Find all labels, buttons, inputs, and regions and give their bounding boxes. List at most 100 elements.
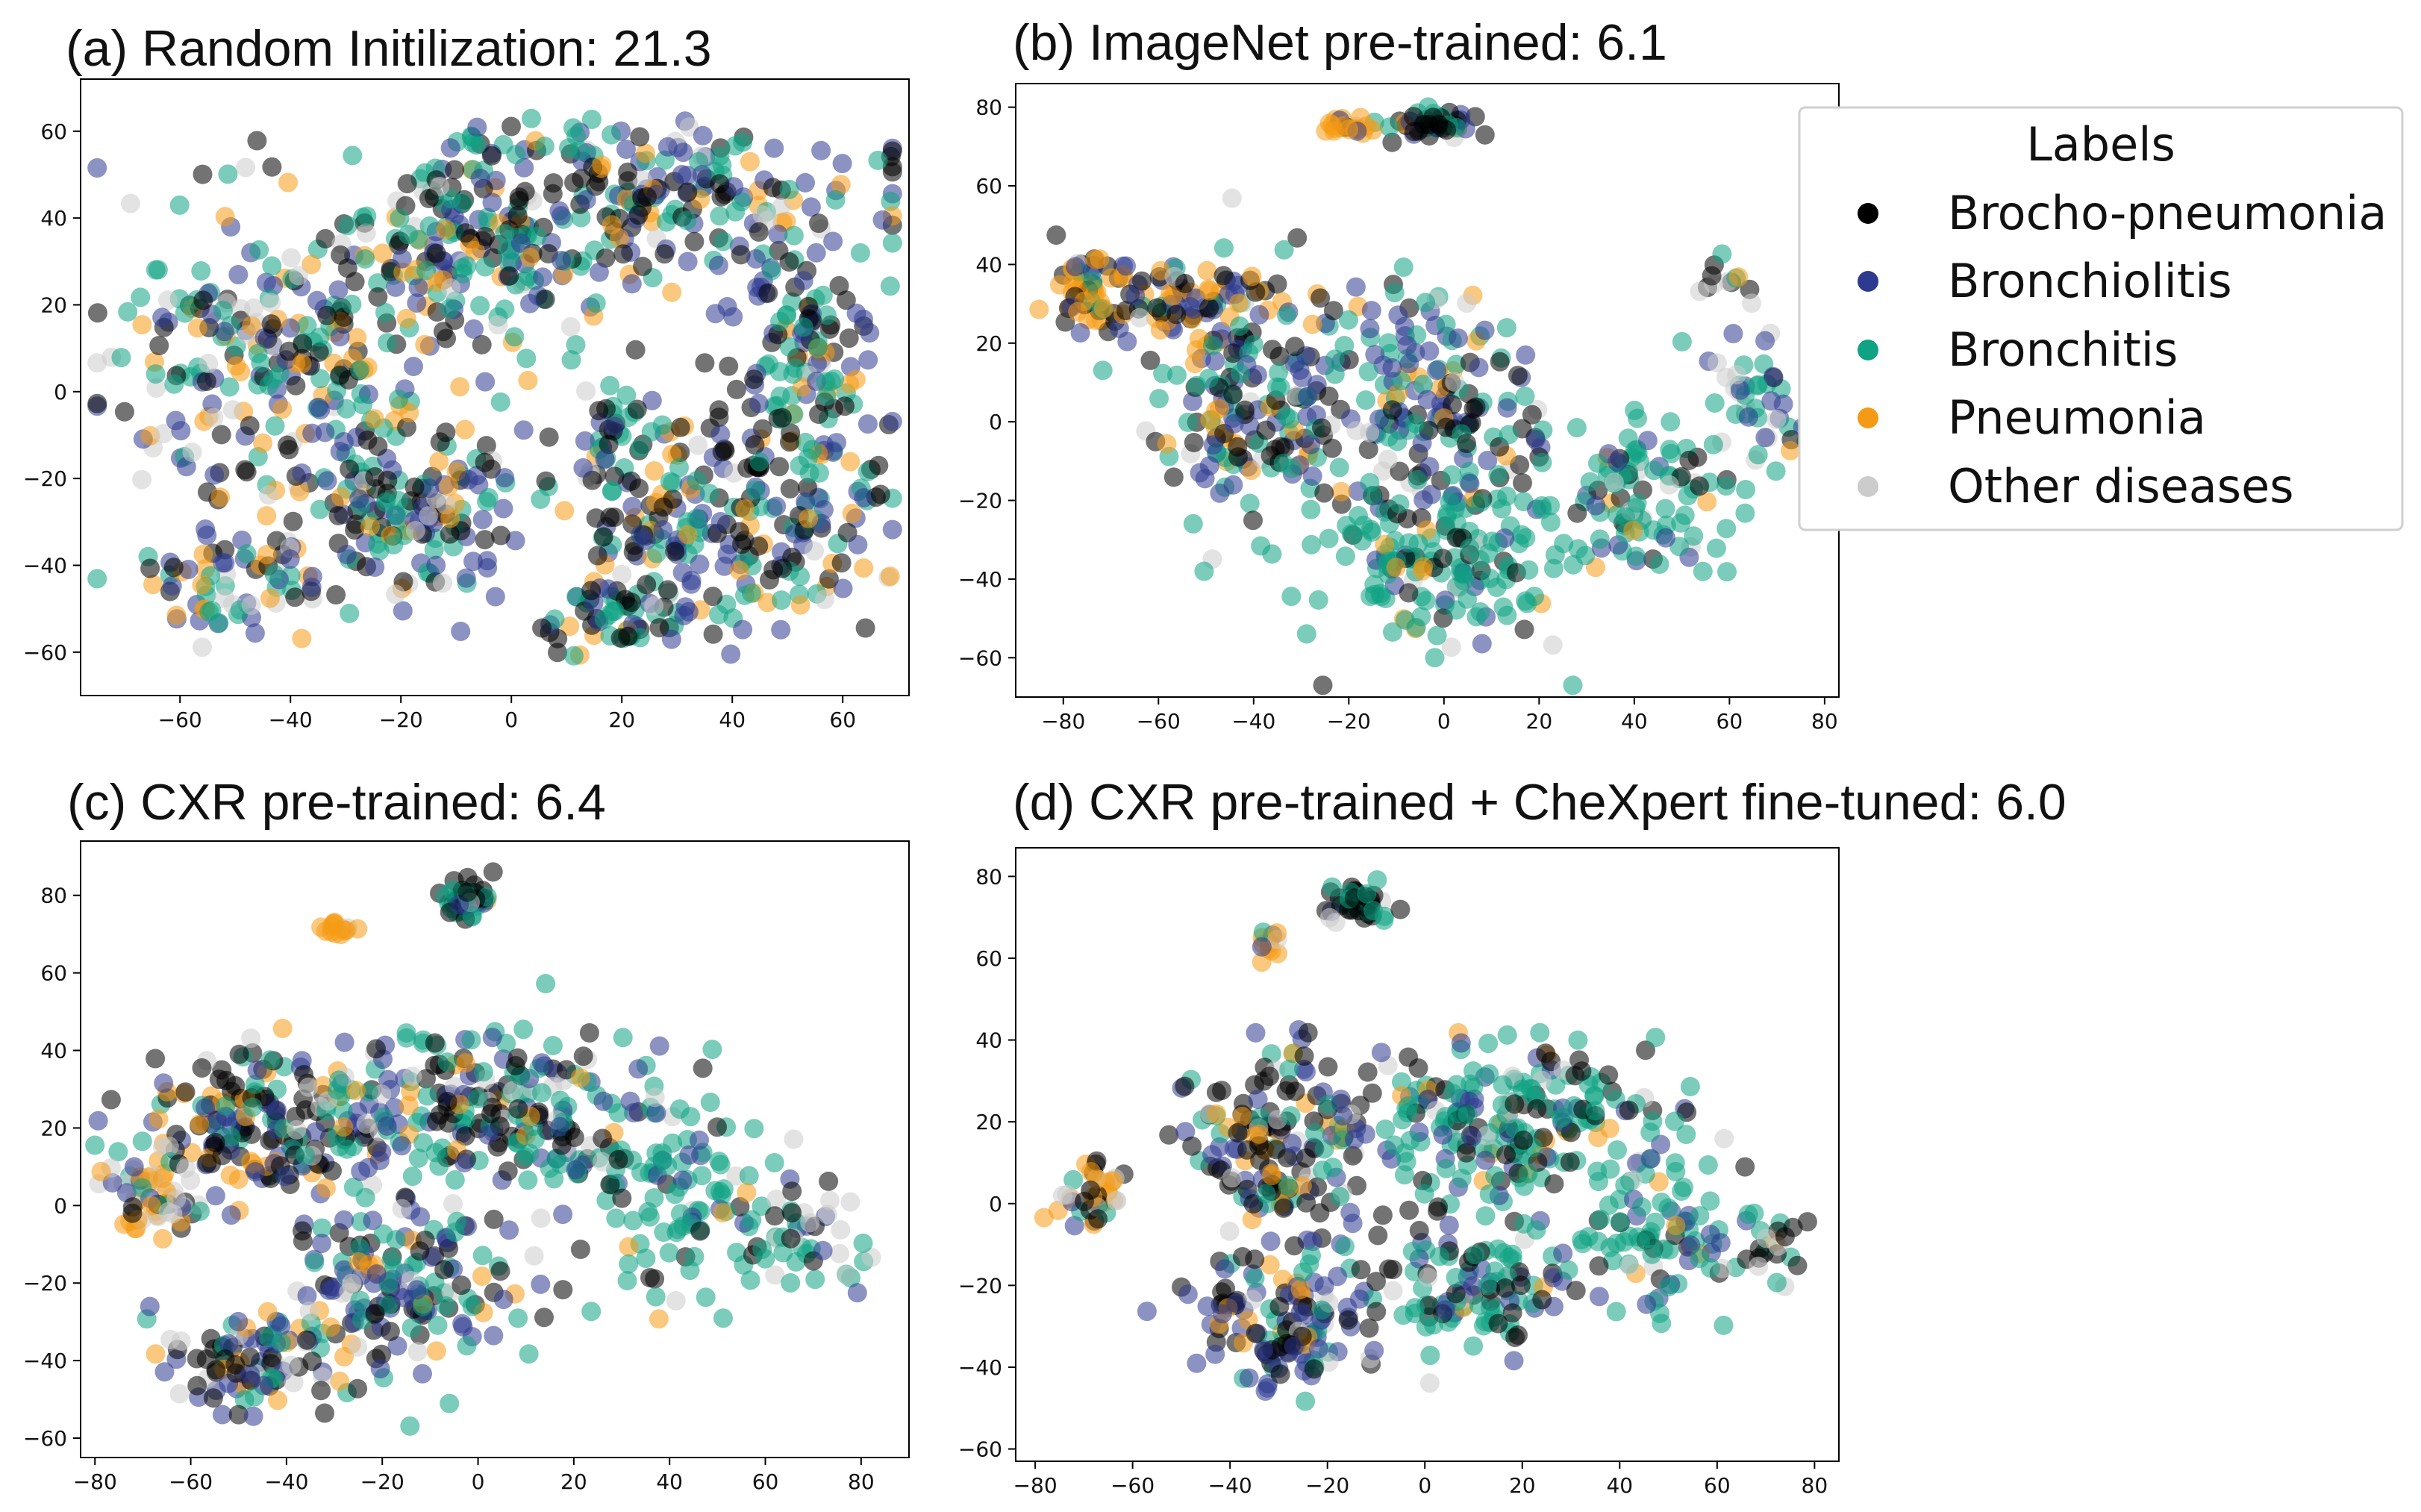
scatter-point: [860, 323, 880, 343]
scatter-point: [152, 307, 172, 328]
scatter-point: [1243, 334, 1263, 354]
scatter-point: [1700, 1258, 1720, 1278]
scatter-point: [790, 595, 810, 615]
scatter-point: [247, 131, 267, 151]
legend-marker-bronchitis: [1858, 340, 1878, 360]
scatter-point: [1262, 340, 1282, 360]
x-tick-label: −60: [158, 707, 202, 732]
scatter-point: [1301, 499, 1321, 519]
scatter-point: [1572, 1061, 1592, 1081]
scatter-point: [618, 162, 638, 182]
scatter-point: [1212, 1304, 1232, 1324]
scatter-point: [470, 296, 490, 316]
scatter-point: [1457, 293, 1477, 313]
scatter-point: [1224, 413, 1244, 434]
scatter-point: [644, 461, 664, 481]
scatter-point: [1408, 1058, 1428, 1078]
scatter-point: [1252, 952, 1272, 972]
scatter-point: [264, 564, 284, 584]
scatter-point: [1228, 437, 1248, 457]
scatter-point: [281, 1355, 302, 1375]
scatter-point: [490, 1261, 510, 1281]
scatter-point: [823, 231, 843, 252]
scatter-point: [1787, 1255, 1808, 1275]
scatter-point: [386, 277, 406, 297]
scatter-point: [1456, 1143, 1476, 1163]
scatter-point: [518, 266, 538, 287]
scatter-point: [356, 1114, 376, 1134]
panel-b-title: (b) ImageNet pre-trained: 6.1: [1013, 14, 1667, 71]
scatter-point: [1232, 1107, 1252, 1126]
scatter-point: [132, 315, 152, 335]
scatter-point: [563, 646, 584, 666]
scatter-point: [678, 182, 698, 202]
scatter-point: [1527, 1099, 1547, 1119]
scatter-point: [657, 137, 678, 157]
scatter-point: [1318, 1057, 1338, 1077]
scatter-point: [292, 628, 312, 649]
scatter-point: [429, 452, 449, 472]
legend-entry: Brocho-pneumonia: [1858, 186, 2387, 240]
scatter-point: [257, 506, 277, 526]
y-tick-label: −20: [23, 466, 67, 491]
x-tick-label: 40: [719, 707, 746, 732]
scatter-point: [407, 1280, 427, 1300]
scatter-point: [1502, 1303, 1522, 1323]
scatter-point: [1642, 1244, 1662, 1264]
x-tick-label: 60: [829, 707, 856, 732]
scatter-point: [569, 140, 590, 160]
scatter-point: [307, 290, 327, 310]
scatter-point: [285, 587, 305, 607]
scatter-point: [428, 1315, 448, 1335]
scatter-point: [259, 1328, 279, 1348]
scatter-point: [175, 303, 195, 323]
scatter-point: [622, 274, 642, 294]
scatter-point: [1568, 539, 1588, 559]
scatter-point: [593, 1091, 613, 1111]
scatter-point: [101, 1090, 121, 1110]
scatter-point: [1422, 484, 1442, 504]
scatter-point: [1738, 407, 1758, 427]
scatter-point: [840, 452, 860, 472]
panel-d-plot: −80 −60 −40 −20 0 20 40 60 80 −60 −40 −20 0 20 40 60 80: [958, 847, 1840, 1498]
scatter-point: [337, 399, 357, 419]
scatter-point: [586, 508, 606, 528]
scatter-point: [426, 243, 446, 263]
scatter-point: [623, 542, 643, 562]
x-tick-label: −20: [379, 707, 423, 732]
scatter-point: [283, 511, 303, 531]
scatter-point: [1308, 1177, 1328, 1197]
scatter-point: [171, 1331, 191, 1351]
scatter-point: [1359, 1318, 1379, 1338]
scatter-point: [1270, 1364, 1290, 1384]
scatter-point: [244, 298, 264, 318]
scatter-point: [262, 256, 282, 276]
scatter-point: [504, 327, 525, 347]
scatter-point: [1619, 1100, 1639, 1120]
x-tick-label: −40: [269, 707, 313, 732]
scatter-point: [1568, 1030, 1588, 1050]
scatter-point: [882, 141, 902, 161]
scatter-point: [1290, 1302, 1311, 1322]
scatter-point: [457, 1336, 477, 1356]
scatter-point: [1314, 483, 1334, 503]
scatter-point: [581, 581, 602, 601]
scatter-point: [1755, 428, 1775, 448]
scatter-point: [1399, 1200, 1419, 1220]
scatter-point: [613, 244, 634, 264]
y-tick-label: 20: [975, 331, 1002, 356]
scatter-point: [193, 544, 213, 564]
scatter-point: [1606, 1302, 1626, 1322]
scatter-point: [293, 334, 313, 354]
scatter-point: [1367, 870, 1387, 890]
scatter-point: [688, 435, 708, 455]
scatter-point: [1341, 524, 1361, 544]
scatter-point: [1157, 434, 1177, 454]
scatter-point: [1048, 1200, 1068, 1220]
x-tick-label: 60: [1704, 1473, 1731, 1498]
scatter-point: [387, 1336, 407, 1356]
scatter-point: [825, 190, 846, 210]
scatter-point: [1294, 1046, 1314, 1066]
scatter-point: [600, 507, 620, 528]
scatter-point: [621, 471, 641, 491]
